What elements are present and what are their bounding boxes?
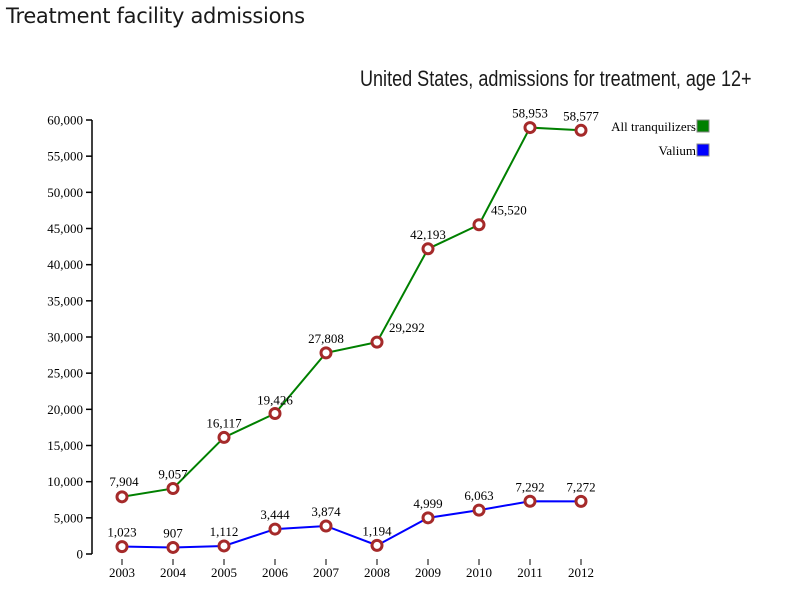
y-tick-label: 25,000 [47, 366, 83, 381]
series-markers [115, 121, 588, 554]
data-point [472, 218, 486, 232]
x-tick-label: 2012 [568, 565, 594, 580]
data-label: 42,193 [410, 227, 446, 242]
data-labels: 7,904 9,057 16,117 19,426 27,808 29,292 42,193… [107, 106, 599, 541]
data-point [370, 538, 384, 552]
data-label: 1,023 [107, 525, 136, 540]
x-tick-label: 2005 [211, 565, 237, 580]
data-label: 3,874 [311, 504, 341, 519]
data-point [115, 540, 129, 554]
data-label: 9,057 [158, 466, 188, 481]
legend-label: Valium [658, 143, 696, 158]
data-label: 16,117 [206, 415, 242, 430]
legend-swatch [696, 119, 710, 133]
data-label: 27,808 [308, 331, 344, 346]
data-label: 6,063 [464, 488, 493, 503]
x-tick-label: 2010 [466, 565, 492, 580]
legend: All tranquilizers Valium [611, 119, 710, 158]
y-tick-label: 5,000 [54, 510, 83, 525]
data-point [574, 123, 588, 137]
data-point [370, 335, 384, 349]
data-label: 1,112 [210, 524, 239, 539]
x-tick-label: 2009 [415, 565, 441, 580]
axes: 0 5,000 10,000 15,000 20,000 25,000 30,000 35,0… [47, 113, 594, 581]
y-tick-label: 55,000 [47, 149, 83, 164]
y-tick-label: 45,000 [47, 221, 83, 236]
y-tick-label: 20,000 [47, 402, 83, 417]
data-point [166, 540, 180, 554]
data-label: 907 [163, 525, 183, 540]
data-label: 45,520 [491, 203, 527, 218]
page-title: Treatment facility admissions [6, 4, 305, 28]
data-point [268, 522, 282, 536]
data-point [472, 503, 486, 517]
y-tick-label: 10,000 [47, 474, 83, 489]
data-label: 7,292 [515, 479, 544, 494]
data-label: 58,953 [512, 106, 548, 121]
x-tick-label: 2008 [364, 565, 390, 580]
y-tick-label: 15,000 [47, 438, 83, 453]
legend-label: All tranquilizers [611, 119, 696, 134]
y-tick-label: 30,000 [47, 330, 83, 345]
x-tick-label: 2004 [160, 565, 187, 580]
series-lines [121, 126, 582, 549]
data-label: 29,292 [389, 320, 425, 335]
y-tick-label: 35,000 [47, 293, 83, 308]
y-tick-label: 0 [77, 547, 84, 562]
data-point [166, 481, 180, 495]
y-tick-label: 60,000 [47, 113, 83, 128]
data-label: 19,426 [257, 392, 293, 407]
data-point [523, 121, 537, 135]
data-point [217, 430, 231, 444]
x-tick-label: 2003 [109, 565, 135, 580]
data-label: 7,272 [566, 479, 595, 494]
data-point [319, 519, 333, 533]
data-label: 4,999 [413, 496, 442, 511]
data-point [217, 539, 231, 553]
y-tick-label: 50,000 [47, 185, 83, 200]
data-point [421, 242, 435, 256]
data-label: 3,444 [260, 507, 290, 522]
chart-title: United States, admissions for treatment,… [360, 66, 752, 91]
data-point [523, 494, 537, 508]
series-line-all-tranquilizers [121, 126, 582, 498]
x-tick-label: 2006 [262, 565, 289, 580]
data-label: 58,577 [563, 108, 599, 123]
data-point [115, 490, 129, 504]
data-label: 7,904 [109, 474, 139, 489]
data-point [574, 494, 588, 508]
x-tick-label: 2011 [517, 565, 543, 580]
legend-swatch [696, 143, 710, 157]
series-line-valium [121, 500, 582, 549]
y-tick-label: 40,000 [47, 257, 83, 272]
data-label: 1,194 [362, 523, 392, 538]
data-point [319, 346, 333, 360]
data-point [268, 406, 282, 420]
data-point [421, 511, 435, 525]
x-tick-label: 2007 [313, 565, 340, 580]
